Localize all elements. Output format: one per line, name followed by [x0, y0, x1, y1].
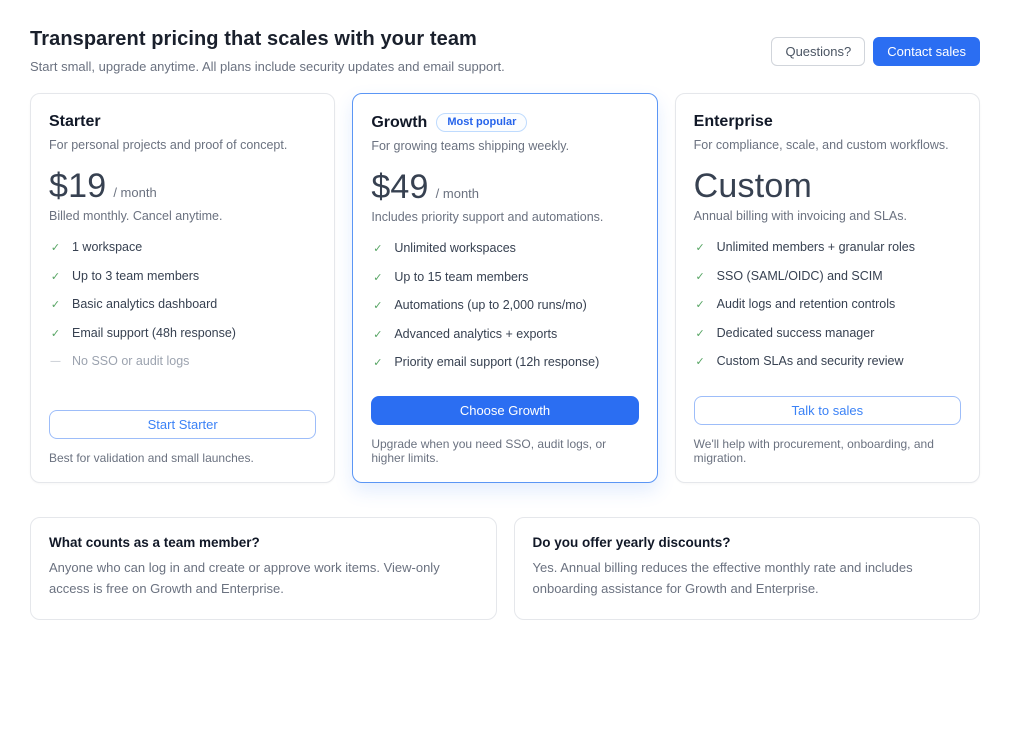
- feature-label: Up to 3 team members: [72, 268, 200, 283]
- plan-price-suffix: / month: [435, 186, 480, 201]
- plan-price-note: Billed monthly. Cancel anytime.: [49, 209, 223, 224]
- talk-to-sales-button[interactable]: Talk to sales: [693, 395, 961, 425]
- plan-description: For compliance, scale, and custom workfl…: [693, 138, 949, 152]
- feature-label: Dedicated success manager: [716, 325, 875, 340]
- feature-label: Automations (up to 2,000 runs/mo): [394, 298, 587, 313]
- most-popular-badge: Most popular: [436, 113, 528, 132]
- plan-card-starter: Starter For personal projects and proof …: [30, 93, 336, 483]
- plan-price-note: Annual billing with invoicing and SLAs.: [693, 209, 907, 224]
- header-text: Transparent pricing that scales with you…: [30, 28, 505, 74]
- start-starter-button[interactable]: Start Starter: [49, 409, 317, 439]
- feature-item: ✓ Unlimited members + granular roles: [694, 234, 961, 263]
- check-icon: ✓: [695, 356, 705, 369]
- plan-price-note: Includes priority support and automation…: [371, 210, 604, 225]
- plan-price: $49: [371, 168, 429, 206]
- check-icon: ✓: [373, 271, 383, 284]
- plan-card-enterprise: Enterprise For compliance, scale, and cu…: [674, 93, 980, 483]
- check-icon: ✓: [50, 299, 61, 312]
- plan-footnote: Upgrade when you need SSO, audit logs, o…: [371, 436, 607, 465]
- plan-description: For personal projects and proof of conce…: [49, 138, 288, 152]
- plan-name: Enterprise: [693, 113, 773, 130]
- feature-item: ✓ Priority email support (12h response): [371, 349, 638, 378]
- feature-label: SSO (SAML/OIDC) and SCIM: [716, 268, 883, 283]
- feature-label: Priority email support (12h response): [394, 355, 600, 370]
- feature-label: Audit logs and retention controls: [716, 297, 896, 312]
- check-icon: ✓: [373, 243, 383, 256]
- faq-answer: Anyone who can log in and create or appr…: [49, 559, 440, 596]
- plan-footnote: Best for validation and small launches.: [49, 450, 254, 465]
- feature-item: ✓ Up to 15 team members: [371, 264, 638, 293]
- feature-label: Advanced analytics + exports: [394, 326, 558, 341]
- page-title: Transparent pricing that scales with you…: [30, 28, 477, 50]
- feature-item: ✓ Audit logs and retention controls: [694, 291, 961, 320]
- feature-item: ✓ SSO (SAML/OIDC) and SCIM: [694, 263, 961, 292]
- plans-row: Starter For personal projects and proof …: [30, 93, 980, 483]
- feature-list: ✓ 1 workspace ✓ Up to 3 team members ✓ Basi…: [49, 234, 316, 392]
- feature-label: 1 workspace: [72, 240, 143, 255]
- feature-item: ✓ Up to 3 team members: [49, 263, 316, 292]
- plan-price-suffix: / month: [113, 185, 157, 200]
- plan-name: Growth: [371, 113, 428, 131]
- check-icon: ✓: [50, 327, 61, 340]
- faq-question: What counts as a team member?: [49, 534, 260, 550]
- plan-card-growth: Growth Most popular For growing teams sh…: [352, 93, 658, 483]
- plan-footnote: We'll help with procurement, onboarding,…: [693, 436, 934, 465]
- plan-price: $19: [49, 167, 107, 205]
- check-icon: ✓: [50, 242, 61, 255]
- header-actions: Questions? Contact sales: [771, 36, 980, 66]
- plan-description: For growing teams shipping weekly.: [371, 139, 570, 153]
- feature-item: ✓ Automations (up to 2,000 runs/mo): [371, 292, 638, 321]
- choose-growth-button[interactable]: Choose Growth: [371, 395, 639, 425]
- contact-sales-button[interactable]: Contact sales: [873, 36, 980, 66]
- feature-item: ✓ Unlimited workspaces: [371, 235, 638, 264]
- plan-name: Starter: [49, 113, 101, 130]
- check-icon: ✓: [695, 242, 705, 255]
- page-subtitle: Start small, upgrade anytime. All plans …: [30, 59, 505, 74]
- plan-price-row: $49 / month: [371, 168, 638, 206]
- feature-list: ✓ Unlimited members + granular roles ✓ SSO…: [694, 234, 961, 378]
- feature-item: — No SSO or audit logs: [49, 348, 316, 375]
- plan-price-row: $19 / month: [49, 167, 316, 205]
- feature-item: ✓ Custom SLAs and security review: [694, 348, 961, 377]
- feature-item: ✓ Dedicated success manager: [694, 320, 961, 349]
- faq-card-yearly-discounts: Do you offer yearly discounts? Yes. Annu…: [513, 516, 980, 621]
- check-icon: ✓: [695, 327, 705, 340]
- feature-item: ✓ 1 workspace: [49, 234, 316, 263]
- check-icon: ✓: [50, 270, 61, 283]
- check-icon: ✓: [695, 299, 705, 312]
- check-icon: ✓: [373, 357, 383, 370]
- feature-list: ✓ Unlimited workspaces ✓ Up to 15 team mem…: [371, 235, 638, 378]
- check-icon: ✓: [373, 300, 383, 313]
- faq-answer: Yes. Annual billing reduces the effectiv…: [532, 559, 913, 596]
- feature-label: Email support (48h response): [72, 325, 236, 340]
- feature-label: No SSO or audit logs: [72, 354, 190, 369]
- feature-label: Unlimited members + granular roles: [716, 240, 915, 255]
- plan-price-row: Custom: [693, 167, 961, 205]
- feature-item: ✓ Basic analytics dashboard: [49, 291, 316, 320]
- feature-label: Basic analytics dashboard: [72, 297, 218, 312]
- faq-card-team-member: What counts as a team member? Anyone who…: [30, 516, 497, 621]
- feature-item: ✓ Advanced analytics + exports: [371, 321, 638, 350]
- dash-icon: —: [50, 356, 61, 368]
- faq-row: What counts as a team member? Anyone who…: [30, 516, 980, 621]
- check-icon: ✓: [695, 270, 705, 283]
- feature-label: Unlimited workspaces: [394, 241, 516, 256]
- plan-price: Custom: [693, 167, 812, 205]
- check-icon: ✓: [373, 328, 383, 341]
- faq-question: Do you offer yearly discounts?: [532, 534, 731, 550]
- feature-label: Up to 15 team members: [394, 269, 529, 284]
- feature-item: ✓ Email support (48h response): [49, 320, 316, 349]
- page-header: Transparent pricing that scales with you…: [30, 28, 980, 74]
- questions-button[interactable]: Questions?: [771, 36, 866, 66]
- feature-label: Custom SLAs and security review: [716, 354, 904, 369]
- pricing-page: Transparent pricing that scales with you…: [30, 0, 980, 621]
